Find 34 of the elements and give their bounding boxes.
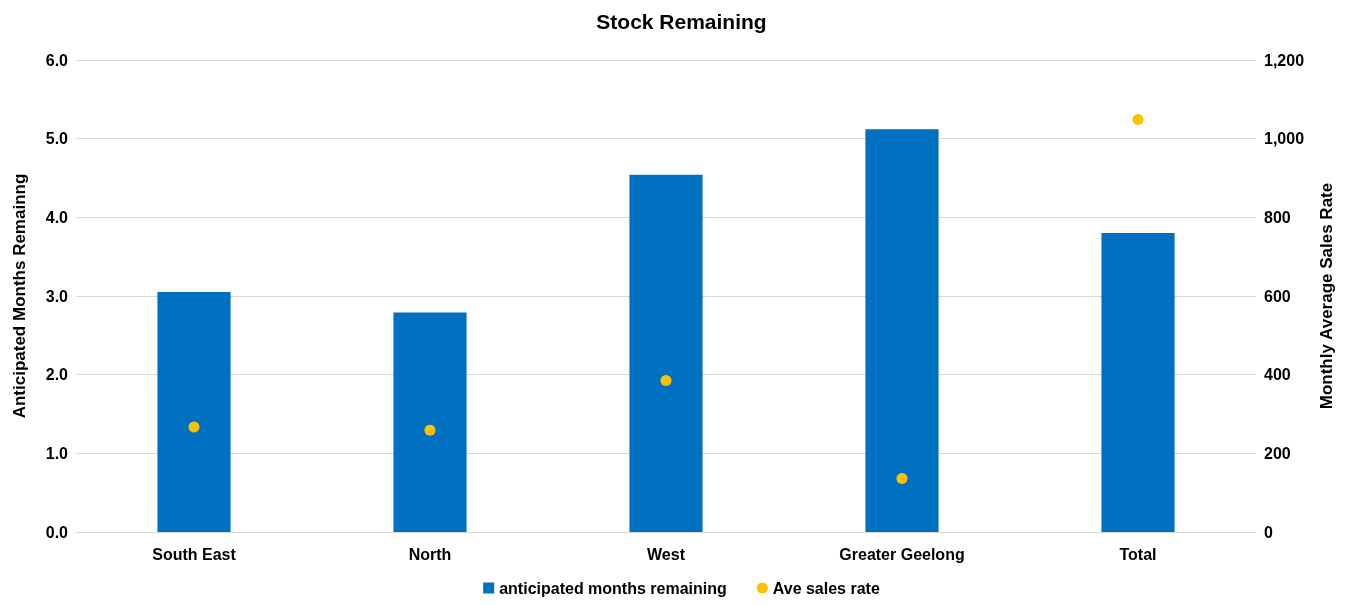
y2-tick-label: 0 <box>1264 523 1273 541</box>
chart-title: Stock Remaining <box>596 10 767 33</box>
bar <box>865 129 939 532</box>
point <box>188 421 200 433</box>
y-tick-label: 2.0 <box>45 366 69 384</box>
y-tick-label: 0.0 <box>45 523 69 541</box>
point <box>896 473 908 484</box>
y2-tick-label: 400 <box>1264 366 1291 384</box>
x-tick-label: West <box>647 545 686 563</box>
bar <box>1101 233 1175 532</box>
y-axis-title: Anticipated Months Remainng <box>10 173 29 419</box>
legend-label: Ave sales rate <box>772 579 880 597</box>
y2-tick-label: 200 <box>1264 444 1291 462</box>
point <box>1132 113 1144 125</box>
y2-tick-label: 1,000 <box>1264 130 1305 148</box>
bar <box>629 174 703 532</box>
y2-tick-label: 600 <box>1264 287 1291 305</box>
y2-axis-title: Monthly Average Sales Rate <box>1317 182 1336 410</box>
legend-label: anticipated months remaining <box>499 579 727 597</box>
y-tick-label: 1.0 <box>45 444 69 462</box>
y2-tick-label: 800 <box>1264 208 1291 226</box>
point <box>424 424 436 436</box>
y-tick-label: 5.0 <box>45 130 69 148</box>
x-tick-label: Total <box>1119 545 1157 563</box>
bar <box>157 292 231 532</box>
x-tick-label: North <box>408 545 452 563</box>
bar <box>393 312 467 532</box>
y-tick-label: 6.0 <box>45 51 69 69</box>
x-tick-label: South East <box>152 545 237 563</box>
y-tick-label: 3.0 <box>45 287 69 305</box>
point <box>660 375 672 387</box>
x-tick-label: Greater Geelong <box>839 545 965 563</box>
y-tick-label: 4.0 <box>45 208 69 226</box>
y2-tick-label: 1,200 <box>1264 51 1305 69</box>
